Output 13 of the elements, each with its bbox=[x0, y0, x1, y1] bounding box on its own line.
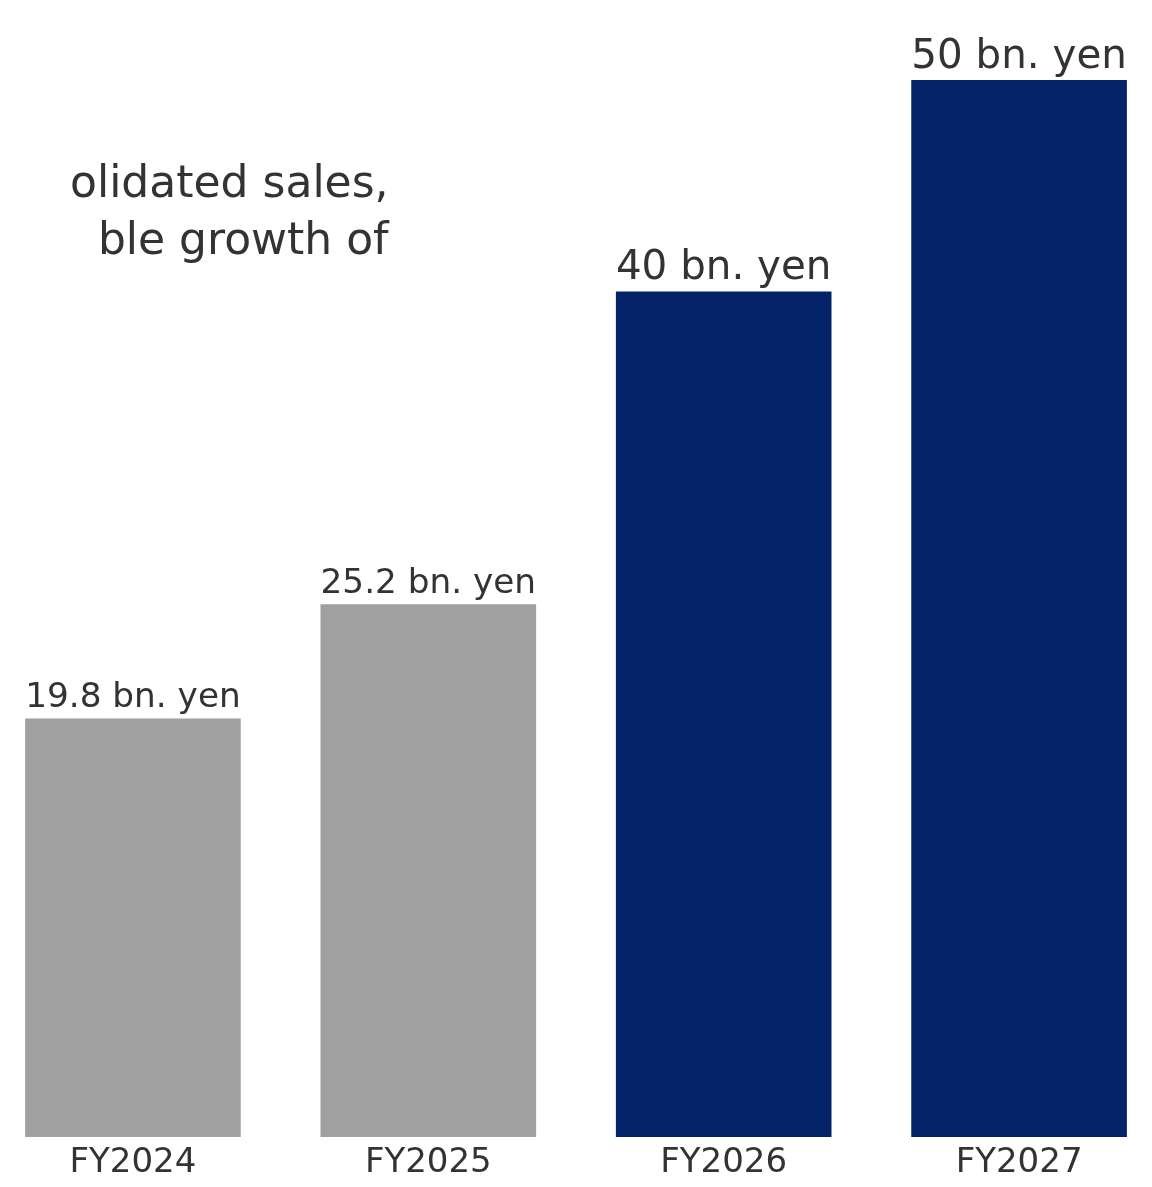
data-label: 19.8 bn. yen bbox=[25, 675, 241, 716]
data-label: 25.2 bn. yen bbox=[320, 561, 537, 602]
x-tick-label: FY2027 bbox=[955, 1140, 1083, 1180]
x-tick-label: FY2026 bbox=[660, 1140, 788, 1180]
x-tick-label: FY2025 bbox=[364, 1140, 492, 1180]
bar bbox=[911, 80, 1127, 1137]
bar bbox=[25, 718, 241, 1137]
data-label: 50 bn. yen bbox=[911, 29, 1127, 78]
bar bbox=[320, 604, 537, 1137]
annotation: olidated sales, ble growth of bbox=[70, 156, 391, 265]
data-label: 40 bn. yen bbox=[615, 241, 832, 290]
bar bbox=[615, 291, 832, 1137]
x-tick-label: FY2024 bbox=[69, 1140, 197, 1180]
